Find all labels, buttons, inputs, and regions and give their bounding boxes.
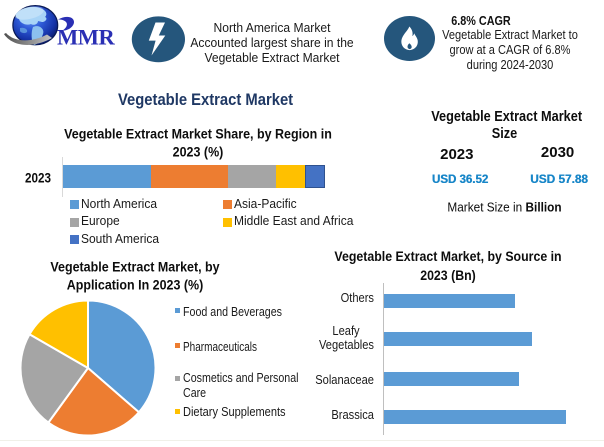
svg-text:MMR: MMR	[57, 25, 115, 50]
